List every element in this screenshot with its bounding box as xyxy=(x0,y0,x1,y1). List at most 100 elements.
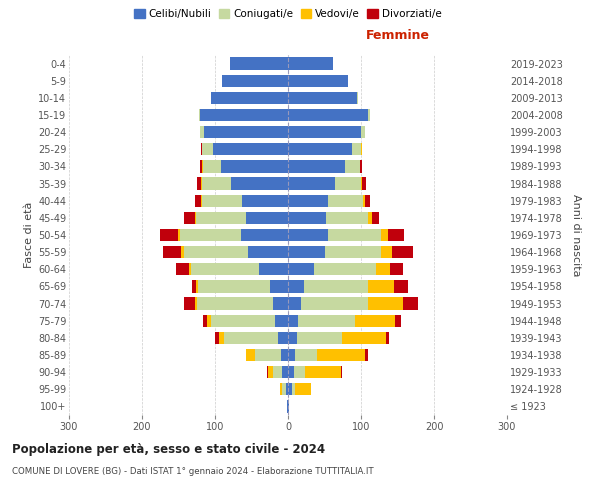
Bar xyxy=(288,109,368,121)
Bar xyxy=(199,109,200,121)
Bar xyxy=(248,246,288,258)
Bar xyxy=(281,349,288,361)
Bar xyxy=(195,194,201,207)
Bar xyxy=(211,92,288,104)
Bar xyxy=(365,349,368,361)
Bar xyxy=(392,246,413,258)
Bar xyxy=(288,178,335,190)
Bar xyxy=(355,314,395,327)
Bar xyxy=(368,212,372,224)
Bar xyxy=(274,298,288,310)
Bar xyxy=(230,58,288,70)
Bar xyxy=(221,160,288,172)
Bar xyxy=(314,263,376,276)
Bar xyxy=(288,194,328,207)
Bar xyxy=(386,332,389,344)
Bar xyxy=(176,263,189,276)
Bar xyxy=(247,349,255,361)
Bar xyxy=(292,383,295,396)
Bar xyxy=(368,280,394,292)
Bar xyxy=(288,143,352,156)
Bar xyxy=(288,126,361,138)
Bar xyxy=(325,246,382,258)
Bar xyxy=(223,74,288,87)
Bar xyxy=(200,160,202,172)
Bar xyxy=(295,383,311,396)
Bar xyxy=(372,212,379,224)
Bar xyxy=(288,332,297,344)
Bar xyxy=(184,246,248,258)
Bar xyxy=(376,263,390,276)
Bar xyxy=(202,178,231,190)
Bar xyxy=(297,332,342,344)
Bar xyxy=(242,194,288,207)
Bar xyxy=(288,246,325,258)
Bar xyxy=(201,194,202,207)
Bar xyxy=(267,366,268,378)
Bar xyxy=(288,263,314,276)
Bar xyxy=(201,143,202,156)
Bar xyxy=(215,332,218,344)
Bar xyxy=(395,314,401,327)
Bar xyxy=(403,298,418,310)
Bar xyxy=(196,212,245,224)
Bar xyxy=(381,229,388,241)
Y-axis label: Anni di nascita: Anni di nascita xyxy=(571,194,581,276)
Bar xyxy=(282,383,286,396)
Bar xyxy=(200,109,288,121)
Bar xyxy=(200,126,204,138)
Bar xyxy=(278,332,288,344)
Bar xyxy=(394,280,409,292)
Bar xyxy=(201,178,202,190)
Bar xyxy=(218,332,224,344)
Bar xyxy=(341,366,342,378)
Bar xyxy=(255,349,281,361)
Y-axis label: Fasce di età: Fasce di età xyxy=(23,202,34,268)
Bar xyxy=(231,178,288,190)
Bar xyxy=(197,178,201,190)
Bar xyxy=(362,178,366,190)
Bar xyxy=(203,160,221,172)
Bar xyxy=(288,349,295,361)
Bar xyxy=(288,229,328,241)
Bar xyxy=(288,92,358,104)
Bar xyxy=(342,332,386,344)
Bar xyxy=(328,229,381,241)
Bar xyxy=(180,229,241,241)
Bar xyxy=(368,298,403,310)
Bar xyxy=(268,366,274,378)
Bar xyxy=(390,263,403,276)
Bar xyxy=(365,194,370,207)
Bar xyxy=(245,212,288,224)
Bar xyxy=(195,212,196,224)
Bar xyxy=(345,160,359,172)
Bar xyxy=(352,143,361,156)
Bar xyxy=(189,263,191,276)
Bar xyxy=(368,109,370,121)
Text: Femmine: Femmine xyxy=(365,30,430,43)
Bar xyxy=(270,280,288,292)
Bar xyxy=(288,400,289,412)
Bar xyxy=(202,194,242,207)
Bar xyxy=(328,194,363,207)
Bar xyxy=(211,314,275,327)
Bar xyxy=(274,366,282,378)
Bar xyxy=(160,229,178,241)
Bar xyxy=(326,212,368,224)
Bar xyxy=(304,280,368,292)
Bar xyxy=(204,126,288,138)
Bar xyxy=(163,246,181,258)
Bar xyxy=(288,314,298,327)
Bar xyxy=(241,229,288,241)
Text: COMUNE DI LOVERE (BG) - Dati ISTAT 1° gennaio 2024 - Elaborazione TUTTITALIA.IT: COMUNE DI LOVERE (BG) - Dati ISTAT 1° ge… xyxy=(12,468,374,476)
Bar xyxy=(245,349,247,361)
Bar xyxy=(335,178,361,190)
Bar xyxy=(301,298,368,310)
Bar xyxy=(288,366,294,378)
Bar xyxy=(361,143,362,156)
Bar xyxy=(288,280,304,292)
Bar xyxy=(197,298,274,310)
Bar xyxy=(193,280,196,292)
Bar xyxy=(202,160,203,172)
Legend: Celibi/Nubili, Coniugati/e, Vedovi/e, Divorziati/e: Celibi/Nubili, Coniugati/e, Vedovi/e, Di… xyxy=(130,5,446,24)
